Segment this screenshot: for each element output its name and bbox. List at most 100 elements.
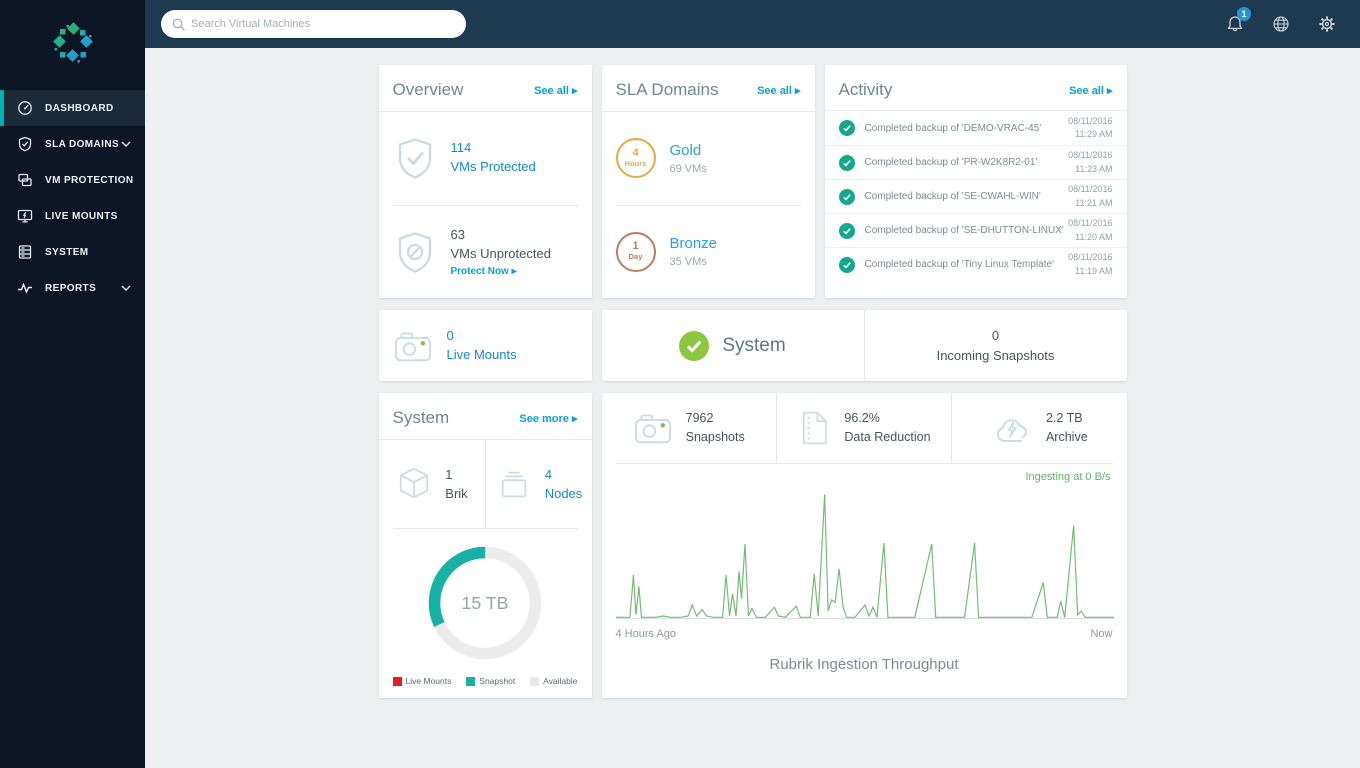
notification-badge: 1 [1237, 7, 1251, 21]
incoming-snapshots-label: Incoming Snapshots [936, 347, 1055, 363]
sidebar-item-label: VM PROTECTION [45, 174, 134, 186]
capacity-legend: Live Mounts Snapshot Available [379, 676, 592, 698]
search-input[interactable] [161, 10, 466, 38]
success-check-icon [838, 222, 855, 239]
x-label-left: 4 Hours Ago [615, 628, 677, 640]
sla-name: Bronze [669, 235, 718, 253]
globe-icon [1273, 16, 1289, 32]
sidebar-item-reports[interactable]: REPORTS [0, 270, 145, 306]
throughput-line-chart [615, 494, 1114, 619]
sidebar-item-sla-domains[interactable]: SLA DOMAINS [0, 126, 145, 162]
monitor-bolt-icon [17, 208, 33, 224]
sidebar-nav: DASHBOARD SLA DOMAINS VM PROTECTION [0, 90, 145, 306]
system-card-title: System [392, 408, 450, 427]
sidebar-item-label: SYSTEM [45, 246, 89, 258]
shield-check-icon [398, 138, 431, 179]
sla-row-bronze[interactable]: 1 Day Bronze 35 VMs [615, 231, 801, 272]
vms-unprotected-count: 63 [450, 227, 465, 243]
nodes-stack-icon [501, 471, 526, 498]
overview-title: Overview [392, 80, 464, 99]
live-mounts-label: Live Mounts [446, 346, 517, 362]
x-label-right: Now [1090, 628, 1113, 640]
dashboard-content: Overview See all ▸ 114 VMs Protected [145, 48, 1360, 768]
activity-item[interactable]: Completed backup of 'PR-W2K8R2-01' 08/11… [824, 145, 1127, 179]
legend-available: Available [530, 676, 577, 686]
throughput-chart [602, 488, 1127, 625]
archive-stat: 2.2 TB Archive [951, 393, 1126, 463]
stats-row: 7962 Snapshots 96.2% Data Reduction [602, 393, 1127, 463]
data-reduction-stat: 96.2% Data Reduction [775, 393, 951, 463]
notifications-button[interactable]: 1 [1224, 7, 1251, 35]
throughput-card: 7962 Snapshots 96.2% Data Reduction [601, 393, 1127, 698]
sidebar-item-system[interactable]: SYSTEM [0, 234, 145, 270]
vms-protected-row: 114 VMs Protected [379, 112, 592, 205]
live-mounts-card[interactable]: 0 Live Mounts [378, 310, 592, 381]
archive-label: Archive [1045, 430, 1088, 444]
vm-windows-icon [17, 172, 33, 188]
search [161, 10, 466, 38]
system-status[interactable]: System [602, 310, 864, 381]
sidebar-item-dashboard[interactable]: DASHBOARD [0, 90, 145, 126]
settings-button[interactable] [1316, 13, 1338, 35]
activity-item[interactable]: Completed backup of 'SE-CWAHL-WIN' 08/11… [824, 179, 1127, 213]
globe-button[interactable] [1270, 13, 1292, 35]
success-check-icon [838, 256, 855, 273]
sla-row-gold[interactable]: 4 Hours Gold 69 VMs [602, 112, 815, 205]
nodes-stat: 4 Nodes [484, 440, 592, 528]
snapshots-count: 7962 [685, 411, 714, 426]
sla-name: Gold [669, 141, 702, 159]
sla-domains-card: SLA Domains See all ▸ 4 Hours Gold 69 VM… [601, 65, 815, 298]
activity-card: Activity See all ▸ Completed backup of '… [824, 65, 1127, 298]
activity-see-all-link[interactable]: See all ▸ [1069, 84, 1113, 97]
live-mounts-count: 0 [446, 327, 454, 343]
capacity-total: 15 TB [462, 593, 509, 613]
chevron-down-icon [121, 141, 131, 147]
sidebar-item-vm-protection[interactable]: VM PROTECTION [0, 162, 145, 198]
cube-icon [400, 467, 429, 499]
system-card: System See more ▸ 1 Brik [378, 393, 592, 698]
snapshots-label: Snapshots [685, 430, 745, 444]
legend-swatch [530, 676, 540, 686]
vms-protected-label: VMs Protected [450, 159, 536, 175]
sidebar-item-live-mounts[interactable]: LIVE MOUNTS [0, 198, 145, 234]
overview-card: Overview See all ▸ 114 VMs Protected [378, 65, 592, 298]
overview-see-all-link[interactable]: See all ▸ [534, 84, 578, 97]
system-ok-icon [679, 330, 710, 361]
sidebar-item-label: LIVE MOUNTS [45, 210, 118, 222]
activity-item[interactable]: Completed backup of 'DEMO-VRAC-45' 08/11… [825, 111, 1127, 145]
data-reduction-label: Data Reduction [844, 430, 931, 444]
nodes-count: 4 [544, 466, 552, 482]
vms-protected-count: 114 [450, 140, 472, 156]
brik-stat: 1 Brik [379, 440, 485, 528]
chevron-down-icon [121, 285, 131, 291]
shield-slash-icon [398, 232, 431, 273]
topbar-icons: 1 [1224, 7, 1360, 35]
legend-swatch [466, 676, 476, 686]
protect-now-link[interactable]: Protect Now ▸ [450, 266, 517, 278]
sidebar-item-label: DASHBOARD [45, 102, 114, 114]
zip-file-icon [803, 411, 828, 445]
chart-title: Rubrik Ingestion Throughput [769, 656, 959, 673]
incoming-snapshots-count: 0 [991, 328, 1000, 343]
system-status-card: System 0 Incoming Snapshots [601, 310, 1127, 381]
sla-vm-count: 69 VMs [669, 162, 707, 175]
activity-item[interactable]: Completed backup of 'Tiny Linux Template… [824, 247, 1127, 281]
sla-see-all-link[interactable]: See all ▸ [757, 84, 801, 97]
rubrik-logo[interactable] [0, 0, 145, 88]
camera-icon [394, 332, 431, 361]
activity-item[interactable]: Completed backup of 'SE-DHUTTON-LINUX' 0… [824, 213, 1127, 247]
chart-x-labels: 4 Hours Ago Now [602, 625, 1127, 640]
search-icon [172, 18, 185, 31]
brik-nodes-row: 1 Brik 4 Nodes [379, 440, 592, 528]
ingest-status: Ingesting at 0 B/s [1025, 471, 1111, 483]
topbar: 1 [145, 0, 1360, 48]
gear-icon [1319, 16, 1335, 32]
legend-live-mounts: Live Mounts [392, 676, 451, 686]
activity-title: Activity [838, 80, 893, 99]
legend-snapshot: Snapshot [466, 676, 515, 686]
success-check-icon [838, 188, 855, 205]
archive-value: 2.2 TB [1045, 411, 1083, 426]
system-see-more-link[interactable]: See more ▸ [519, 412, 578, 425]
vms-unprotected-row: 63 VMs Unprotected Protect Now ▸ [393, 226, 578, 277]
